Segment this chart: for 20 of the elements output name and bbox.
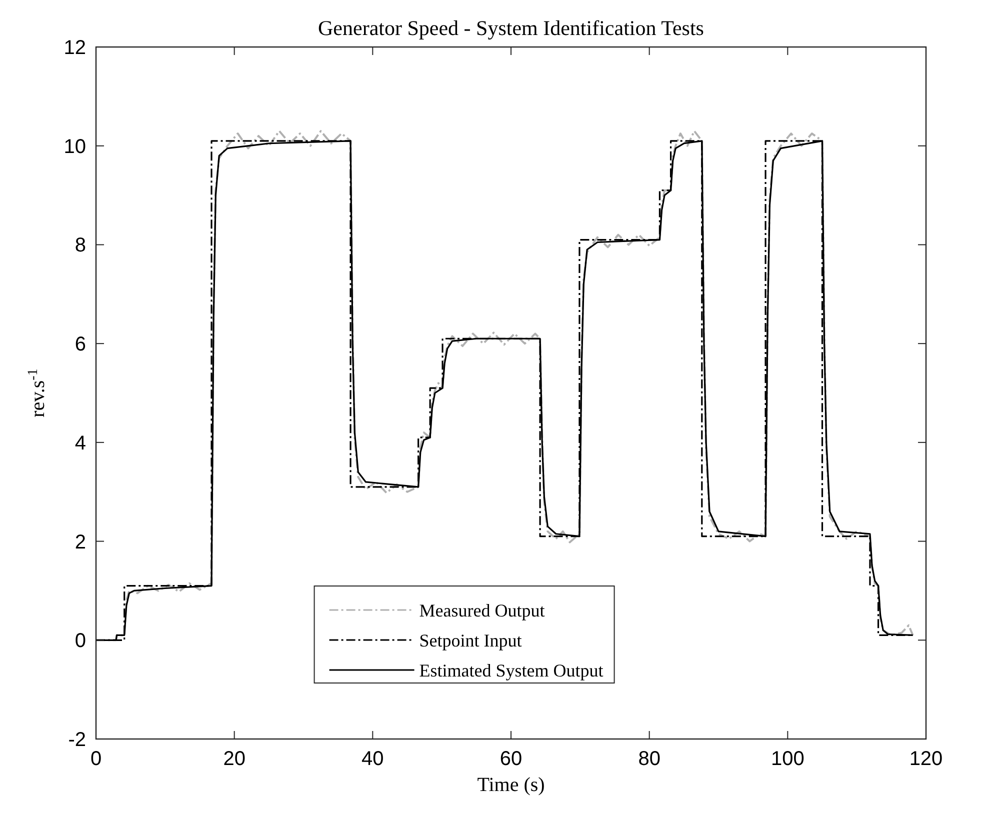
x-axis-title: Time (s) (477, 774, 545, 796)
chart-title: Generator Speed - System Identification Tests (318, 16, 704, 40)
x-tick-label: 120 (909, 748, 943, 770)
x-tick-label: 100 (770, 748, 804, 770)
y-tick-label: 2 (74, 531, 86, 554)
legend-label: Measured Output (419, 600, 545, 620)
y-tick-label: 0 (74, 630, 86, 652)
legend-label: Setpoint Input (419, 630, 522, 650)
x-tick-label: 80 (638, 748, 660, 770)
y-tick-label: 6 (74, 334, 86, 356)
x-tick-label: 20 (223, 748, 246, 770)
x-tick-label: 60 (500, 748, 522, 770)
y-tick-label: 4 (74, 432, 86, 454)
x-tick-label: 0 (90, 748, 102, 770)
y-tick-label: 10 (64, 136, 86, 158)
y-tick-label: 12 (64, 37, 86, 59)
y-tick-label: -2 (68, 729, 86, 751)
legend-label: Estimated System Output (419, 660, 604, 680)
y-tick-label: 8 (74, 234, 86, 257)
x-tick-label: 40 (362, 748, 384, 770)
